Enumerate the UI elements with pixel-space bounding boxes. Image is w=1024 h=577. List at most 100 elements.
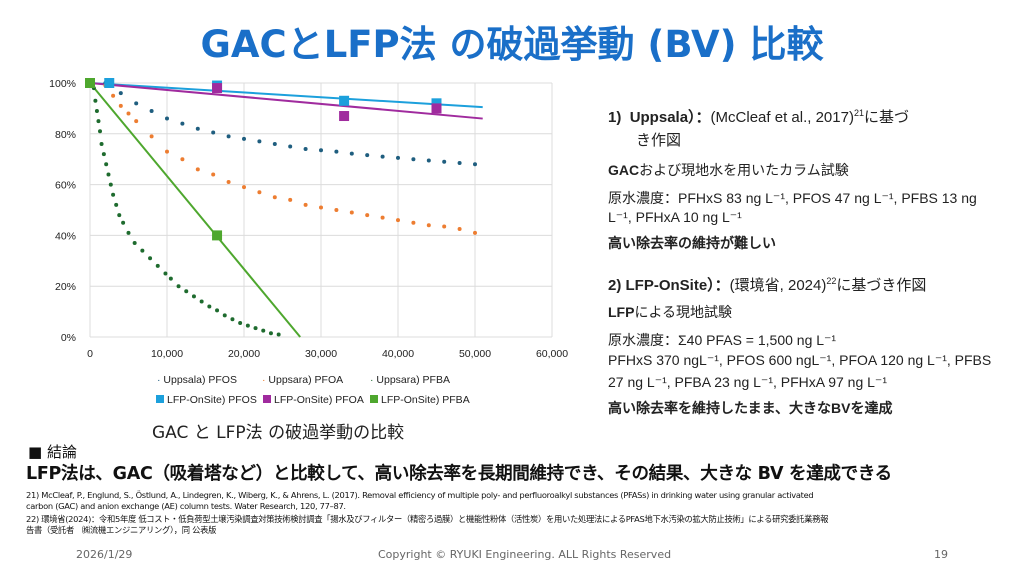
section1-heading: 1) Uppsala）：(McCleaf et al., 2017)21に基づ [608, 106, 909, 127]
point-uppsara-pfoa [134, 119, 139, 124]
point-uppsara-pfba [148, 256, 153, 261]
legend-item-lfp-pfoa: LFP-OnSite) PFOA [263, 394, 364, 406]
point-lfp-onsite-pfoa [339, 111, 350, 122]
point-uppsara-pfba [121, 220, 126, 225]
reference-22-line2: 告書（受託者 ㈱流機エンジニアリング），同 公表版 [26, 525, 217, 535]
point-uppsala-pfos [180, 121, 185, 126]
legend-label: Uppsara) PFOA [268, 374, 344, 386]
legend-dot-icon: · [370, 374, 377, 386]
point-uppsala-pfos [272, 141, 277, 146]
section1-description: GACおよび現地水を用いたカラム試験 [608, 160, 849, 180]
point-lfp-onsite-pfos [104, 78, 115, 88]
point-uppsara-pfba [268, 331, 273, 336]
x-tick-label: 10,000 [151, 348, 183, 360]
point-uppsara-pfba [222, 313, 227, 318]
x-tick-label: 60,000 [536, 348, 568, 360]
legend-item-uppsala-pfos: · Uppsala) PFOS [157, 374, 237, 386]
y-tick-label: 80% [55, 129, 76, 141]
point-uppsara-pfoa [334, 208, 339, 212]
breakthrough-chart: 0 10,000 20,000 30,000 40,000 50,000 60,000 0% 2… [49, 78, 568, 360]
legend-label: Uppsara) PFBA [376, 374, 450, 386]
point-uppsara-pfoa [111, 93, 116, 98]
point-uppsara-pfoa [126, 111, 131, 116]
section2-citation: (環境省, 2024) [729, 277, 827, 294]
section1-heading-line2: き作図 [636, 132, 682, 149]
point-uppsara-pfoa [211, 172, 216, 177]
point-uppsara-pfba [101, 152, 106, 157]
point-uppsala-pfos [303, 147, 308, 152]
point-uppsara-pfba [98, 129, 103, 134]
point-uppsara-pfba [215, 308, 220, 313]
point-uppsara-pfoa [165, 149, 169, 154]
point-uppsara-pfoa [349, 210, 354, 215]
x-tick-label: 20,000 [228, 348, 260, 360]
point-lfp-onsite-pfoa [212, 83, 223, 94]
reference-22-line1: 22) 環境省(2024)：令和5年度 低コスト・低負荷型土壌汚染調査対策技術検… [26, 514, 829, 524]
point-uppsara-pfoa [473, 230, 477, 235]
point-lfp-onsite-pfba [212, 230, 223, 241]
section1-number: 1) [608, 109, 622, 126]
point-uppsara-pfba [276, 332, 281, 337]
legend-square-icon [156, 395, 164, 403]
point-uppsara-pfoa [149, 134, 154, 139]
section2-heading-tail: に基づき作図 [836, 277, 927, 294]
point-lfp-onsite-pfos [431, 98, 442, 109]
point-uppsara-pfba [184, 289, 189, 294]
point-uppsara-pfba [117, 213, 122, 218]
legend-dot-icon: · [157, 374, 164, 386]
section1-citation: (McCleaf et al., 2017) [710, 109, 854, 126]
y-tick-label: 20% [55, 281, 76, 293]
point-uppsara-pfba [191, 294, 196, 299]
section2-concentration-3: 27 ng L⁻¹, PFBA 23 ng L⁻¹, PFHxA 97 ng L… [608, 374, 887, 390]
point-uppsara-pfba [199, 299, 204, 304]
point-uppsala-pfos [411, 157, 416, 162]
point-uppsara-pfba [132, 241, 137, 246]
legend-label: LFP-OnSite) PFOS [167, 394, 257, 406]
point-uppsara-pfoa [195, 167, 200, 172]
section2-concentration-2: PFHxS 370 ngL⁻¹, PFOS 600 ngL⁻¹, PFOA 12… [608, 352, 992, 368]
point-uppsara-pfba [230, 317, 235, 322]
point-uppsara-pfba [126, 230, 131, 235]
section1-desc-rest: および現地水を用いたカラム試験 [639, 162, 849, 178]
point-uppsala-pfos [319, 148, 323, 153]
section1-ref-sup: 21 [853, 108, 864, 118]
section2-heading: 2) LFP-OnSite）：(環境省, 2024)22に基づき作図 [608, 274, 926, 295]
point-uppsara-pfba [245, 323, 250, 328]
legend-dot-icon: · [262, 374, 269, 386]
slide-title: GACとLFP法 の破過挙動 (BV) 比較 [200, 23, 824, 66]
point-uppsala-pfos [165, 116, 169, 121]
point-uppsala-pfos [365, 153, 370, 158]
point-uppsara-pfoa [457, 227, 462, 232]
point-uppsala-pfos [257, 139, 262, 144]
point-uppsara-pfoa [118, 103, 123, 108]
legend-item-uppsara-pfoa: · Uppsara) PFOA [262, 374, 343, 386]
point-uppsara-pfba [168, 276, 173, 281]
point-uppsara-pfoa [180, 157, 185, 162]
section2-desc-rest: による現地試験 [634, 304, 733, 320]
point-uppsara-pfoa [396, 218, 400, 223]
chart-caption: GAC と LFP法 の破過挙動の比較 [152, 423, 405, 443]
reference-21-line1: 21) McCleaf, P., Englund, S., Östlund, A… [26, 490, 814, 500]
legend-item-lfp-pfba: LFP-OnSite) PFBA [370, 394, 470, 406]
point-lfp-onsite-pfba [85, 78, 95, 88]
section2-description: LFPによる現地試験 [608, 302, 732, 322]
point-uppsara-pfoa [257, 190, 262, 195]
point-uppsara-pfoa [426, 223, 431, 228]
section1-concentration-1: 原水濃度：PFHxS 83 ng L⁻¹, PFOS 47 ng L⁻¹, PF… [608, 190, 977, 206]
point-uppsara-pfoa [242, 185, 246, 190]
point-uppsara-pfba [108, 182, 113, 187]
point-uppsara-pfoa [319, 205, 323, 210]
point-uppsala-pfos [226, 134, 231, 139]
point-uppsala-pfos [349, 151, 354, 156]
legend-square-icon [263, 395, 271, 403]
legend-label: LFP-OnSite) PFBA [381, 394, 470, 406]
point-uppsala-pfos [457, 161, 462, 166]
point-uppsala-pfos [334, 149, 339, 154]
section2-result: 高い除去率を維持したまま、大きなBVを達成 [608, 400, 893, 416]
trendline-lfp-onsite-pfba [89, 82, 301, 338]
point-uppsara-pfba [261, 328, 266, 333]
section1-concentration-2: L⁻¹, PFHxA 10 ng L⁻¹ [608, 209, 742, 225]
point-uppsara-pfba [96, 119, 101, 124]
point-uppsara-pfba [163, 271, 168, 276]
